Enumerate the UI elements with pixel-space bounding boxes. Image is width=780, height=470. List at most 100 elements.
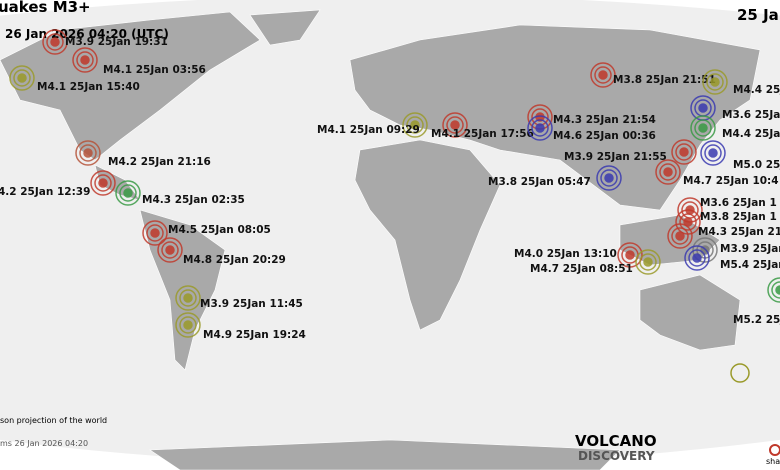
quake-label: M4.2 25Jan 21:16 xyxy=(108,156,211,168)
marker-ring xyxy=(688,249,706,267)
marker-ring xyxy=(598,70,608,80)
quake-label: M4.8 25Jan 20:29 xyxy=(183,254,286,266)
marker-ring xyxy=(710,77,720,87)
quake-label: M4.9 25Jan 19:24 xyxy=(203,329,306,341)
marker-ring xyxy=(83,148,93,158)
quake-label: M4.3 25Jan 02:35 xyxy=(142,194,245,206)
marker-ring xyxy=(675,143,693,161)
marker-ring xyxy=(150,228,160,238)
marker-ring xyxy=(600,169,618,187)
marker-ring xyxy=(9,65,35,91)
marker-ring xyxy=(165,245,175,255)
marker-ring xyxy=(590,62,616,88)
quake-label: M4.1 25Jan 03:56 xyxy=(103,64,206,76)
marker-ring xyxy=(79,144,97,162)
stamp: ms 26 Jan 2026 04:20 xyxy=(0,439,88,448)
marker-ring xyxy=(179,316,197,334)
marker-ring xyxy=(183,293,193,303)
quake-label: M3.6 25Jan xyxy=(722,109,780,121)
marker-ring xyxy=(667,223,693,249)
marker-ring xyxy=(671,227,689,245)
marker xyxy=(730,363,750,383)
quake-label: M5.2 25J xyxy=(733,314,780,326)
marker-ring xyxy=(90,170,116,196)
marker-ring xyxy=(706,73,724,91)
marker-ring xyxy=(775,285,780,295)
marker-ring xyxy=(179,289,197,307)
quake-label: M3.8 25Jan 1 xyxy=(700,211,777,223)
share: sha xyxy=(766,457,780,466)
marker-ring xyxy=(17,73,27,83)
marker-ring xyxy=(594,66,612,84)
logo: DISCOVERY xyxy=(578,449,655,463)
marker-ring xyxy=(679,213,697,231)
marker-ring xyxy=(75,140,101,166)
marker-ring xyxy=(708,148,718,158)
marker-ring xyxy=(72,47,98,73)
marker-ring xyxy=(119,184,137,202)
marker-ring xyxy=(142,220,168,246)
quake-label: M4.6 25Jan 00:36 xyxy=(553,130,656,142)
logo: VOLCANO xyxy=(575,432,657,450)
quake-label: M4.3 25Jan 21:54 xyxy=(553,114,656,126)
marker-ring xyxy=(692,237,718,263)
marker-ring xyxy=(639,253,657,271)
time: 26 Jan 2026 04:20 (UTC) xyxy=(5,27,169,41)
marker-ring xyxy=(704,144,722,162)
marker-ring xyxy=(659,163,677,181)
marker-ring xyxy=(655,159,681,185)
quake-label: M3.6 25Jan 1 xyxy=(700,197,777,209)
marker-ring xyxy=(46,33,64,51)
quake-label: 4.2 25Jan 12:39 xyxy=(0,186,90,198)
marker-ring xyxy=(671,139,697,165)
quake-label: M4.4 25Ja xyxy=(733,84,780,96)
marker-ring xyxy=(80,55,90,65)
marker-ring xyxy=(679,147,689,157)
quake-label: M4.1 25Jan 17:56 xyxy=(431,128,534,140)
marker-ring xyxy=(183,320,193,330)
quake-label: M4.7 25Jan 10:4 xyxy=(683,175,779,187)
title: uakes M3+ xyxy=(0,0,91,16)
marker-ring xyxy=(683,217,693,227)
quake-label: M3.8 25Jan 05:47 xyxy=(488,176,591,188)
projection: son projection of the world xyxy=(0,416,107,425)
quake-label: M3.8 25Jan 21:51 xyxy=(613,74,716,86)
quake-label: M4.3 25Jan 21 xyxy=(698,226,780,238)
quake-label: M4.1 25Jan 15:40 xyxy=(37,81,140,93)
marker-ring xyxy=(406,116,424,134)
marker-ring xyxy=(50,37,60,47)
marker-ring xyxy=(442,112,468,138)
quake-label: M4.4 25Jan xyxy=(722,128,780,140)
marker-ring xyxy=(771,281,780,299)
marker-ring xyxy=(596,165,622,191)
quake-label: M3.9 25Jan 19:31 xyxy=(65,36,168,48)
quakes: M3.9 25Jan 19:31 M4.1 25Jan 03:56 M4.1 25J… xyxy=(0,29,780,341)
marker-ring xyxy=(175,312,201,338)
marker-ring xyxy=(13,69,31,87)
marker-ring xyxy=(450,120,460,130)
marker-ring xyxy=(535,123,545,133)
marker xyxy=(769,444,780,456)
quake-label: M5.4 25Jan xyxy=(720,259,780,271)
quake-label: M4.5 25Jan 08:05 xyxy=(168,224,271,236)
quake-label: M3.9 25Jan xyxy=(720,243,780,255)
marker-ring xyxy=(663,167,673,177)
marker-ring xyxy=(94,174,112,192)
date: 25 Ja xyxy=(737,6,779,24)
marker-ring xyxy=(690,115,716,141)
marker-ring xyxy=(625,250,635,260)
marker-ring xyxy=(692,253,702,263)
quake-label: M3.9 25Jan 11:45 xyxy=(200,298,303,310)
marker-ring xyxy=(402,112,428,138)
marker-ring xyxy=(446,116,464,134)
marker-ring xyxy=(643,257,653,267)
marker-ring xyxy=(702,69,728,95)
marker-ring xyxy=(42,29,68,55)
marker-ring xyxy=(767,277,780,303)
marker-ring xyxy=(635,249,661,275)
marker-ring xyxy=(157,237,183,263)
quake-label: M4.7 25Jan 08:51 xyxy=(530,263,633,275)
marker-ring xyxy=(604,173,614,183)
marker-ring xyxy=(531,119,549,137)
marker-ring xyxy=(98,178,108,188)
